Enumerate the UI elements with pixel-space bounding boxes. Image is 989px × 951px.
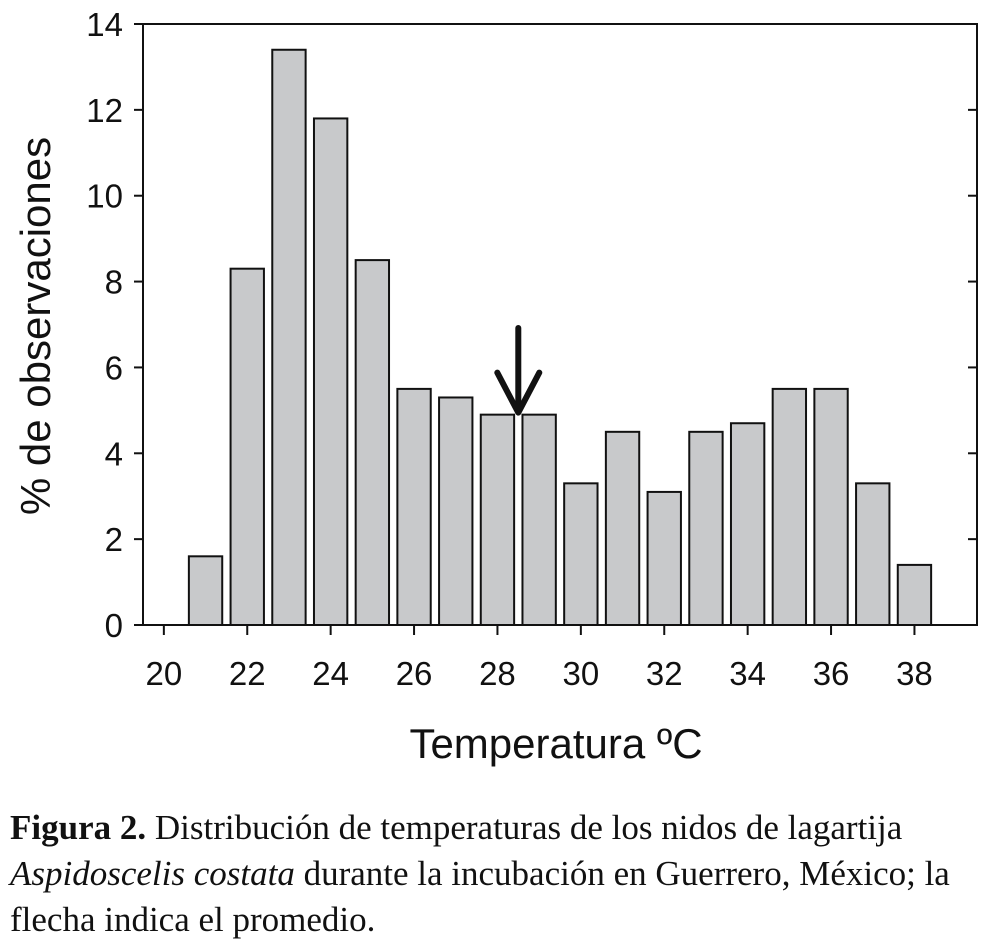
x-tick-label-20: 20	[145, 655, 182, 692]
bar-26	[396, 387, 432, 626]
bar-34	[729, 422, 766, 626]
x-tick-label-30: 30	[562, 655, 599, 692]
x-tick-label-38: 38	[896, 655, 933, 692]
arrow-head	[494, 369, 543, 416]
y-tick-label-0: 0	[105, 607, 123, 644]
x-tick-label-22: 22	[229, 655, 266, 692]
caption-text-1: Distribución de temperaturas de los nido…	[146, 808, 903, 847]
caption-label: Figura 2.	[10, 808, 147, 847]
bars-layer	[187, 48, 933, 627]
bar-28	[479, 413, 516, 626]
bar-22	[229, 267, 265, 626]
bar-35	[771, 387, 808, 626]
y-tick-label-12: 12	[86, 92, 123, 129]
bar-36	[813, 387, 849, 626]
bar-23	[271, 48, 307, 626]
bar-21	[187, 555, 224, 626]
x-tick-label-24: 24	[312, 655, 349, 692]
bar-30	[563, 482, 599, 627]
x-axis-label: Temperatura ºC	[409, 720, 702, 767]
y-tick-label-10: 10	[86, 178, 123, 215]
bar-31	[604, 430, 641, 627]
y-tick-label-2: 2	[105, 521, 123, 558]
caption-text-2: durante la incubación en Guerrero, Méxic…	[10, 854, 950, 939]
bar-37	[855, 482, 891, 627]
x-tick-label-36: 36	[813, 655, 850, 692]
mean-arrow	[494, 325, 543, 416]
x-tick-label-28: 28	[479, 655, 516, 692]
plot-frame	[142, 23, 978, 626]
y-tick-label-4: 4	[105, 435, 123, 472]
x-tick-label-34: 34	[729, 655, 766, 692]
x-tick-label-26: 26	[396, 655, 433, 692]
y-tick-label-14: 14	[86, 6, 123, 43]
y-tick-label-8: 8	[105, 264, 123, 301]
x-tick-label-32: 32	[646, 655, 683, 692]
bar-25	[354, 259, 391, 626]
bar-24	[312, 117, 349, 626]
bar-33	[688, 430, 724, 627]
bar-38	[896, 563, 933, 627]
y-axis-label: % de observaciones	[12, 137, 59, 515]
bar-27	[438, 396, 474, 626]
figure-caption: Figura 2. Distribución de temperaturas d…	[10, 805, 980, 943]
caption-species: Aspidoscelis costata	[10, 854, 295, 893]
bar-32	[646, 490, 682, 626]
y-tick-label-6: 6	[105, 349, 123, 386]
bar-29	[521, 413, 557, 626]
